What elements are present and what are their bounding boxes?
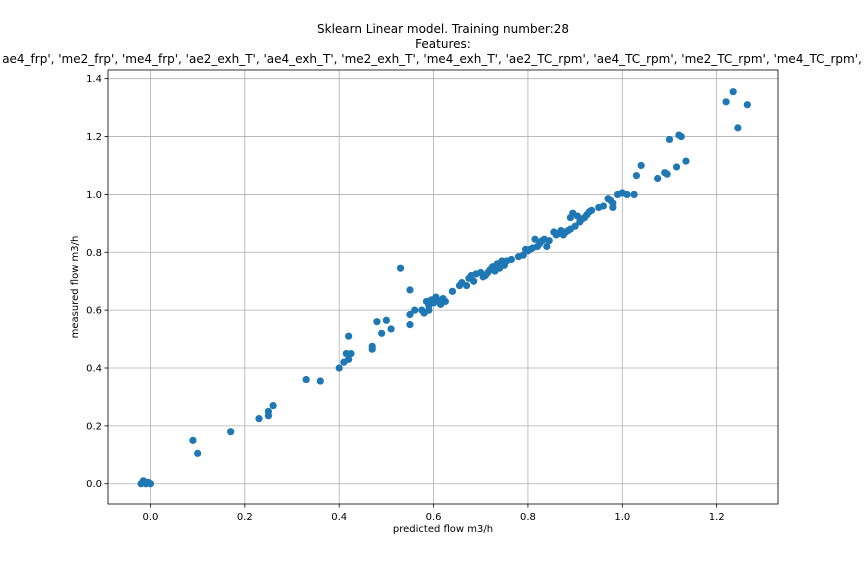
data-point — [630, 190, 638, 199]
data-point — [632, 172, 641, 180]
data-point — [545, 237, 553, 245]
x-axis-label: predicted flow m3/h — [393, 524, 493, 535]
data-point — [609, 203, 617, 212]
data-point — [406, 310, 414, 319]
y-tick-label: 0.4 — [86, 364, 102, 375]
data-point — [448, 287, 457, 295]
data-point — [743, 101, 751, 109]
plot-frame — [107, 69, 779, 505]
data-point — [396, 264, 405, 272]
data-point — [665, 135, 674, 144]
x-tick-label: 0.8 — [520, 512, 536, 523]
data-point — [406, 286, 414, 294]
data-point — [194, 449, 202, 457]
y-tick-label: 1.4 — [86, 74, 102, 85]
x-axis-ticks: 0.0 0.2 0.4 0.6 0.8 1.0 1.2 — [143, 504, 725, 523]
data-point — [470, 277, 478, 285]
data-point — [663, 170, 671, 178]
data-point — [378, 329, 386, 337]
y-tick-label: 1.0 — [86, 190, 102, 201]
data-point — [623, 190, 631, 199]
y-tick-label: 0.0 — [86, 479, 102, 490]
data-point — [599, 202, 608, 210]
data-point — [543, 242, 551, 251]
data-point — [462, 281, 471, 290]
data-point — [335, 364, 343, 372]
chart-title: Sklearn Linear model. Training number:28 — [317, 22, 569, 36]
data-points — [137, 88, 751, 488]
data-point — [637, 161, 645, 170]
data-point — [269, 402, 277, 410]
y-axis-ticks: 0.0 0.2 0.4 0.6 0.8 1.0 1.2 1.4 — [86, 74, 108, 490]
data-point — [588, 206, 596, 214]
data-point — [382, 316, 390, 324]
data-point — [227, 428, 235, 436]
data-point — [441, 297, 449, 306]
data-point — [531, 235, 539, 243]
data-point — [682, 157, 690, 165]
data-point — [141, 478, 149, 486]
data-point — [654, 174, 662, 183]
data-point — [571, 222, 579, 230]
chart-subtitle: Features: — [415, 37, 471, 51]
y-axis-label: measured flow m3/h — [70, 236, 81, 339]
data-point — [373, 318, 381, 326]
data-point — [347, 349, 355, 358]
y-tick-label: 0.2 — [86, 421, 102, 432]
data-point — [345, 355, 353, 363]
x-tick-label: 0.4 — [331, 512, 347, 523]
y-tick-label: 1.2 — [86, 132, 102, 143]
data-point — [387, 325, 395, 333]
data-point — [672, 163, 681, 171]
grid — [108, 70, 778, 504]
y-tick-label: 0.8 — [86, 248, 102, 259]
data-point — [722, 98, 730, 106]
x-tick-label: 0.0 — [143, 512, 159, 523]
data-point — [316, 377, 324, 385]
data-point — [677, 132, 685, 141]
data-point — [406, 321, 414, 329]
chart-features-line: ae4_frp', 'me2_frp', 'me4_frp', 'ae2_exh… — [2, 52, 862, 66]
data-point — [507, 255, 516, 264]
data-point — [264, 407, 273, 416]
data-point — [411, 306, 419, 314]
data-point — [734, 124, 742, 132]
x-tick-label: 1.0 — [614, 512, 630, 523]
data-point — [146, 480, 155, 488]
data-point — [345, 332, 353, 340]
data-point — [368, 342, 376, 350]
data-point — [302, 375, 310, 384]
data-point — [255, 415, 263, 423]
data-point — [189, 436, 197, 444]
y-tick-label: 0.6 — [86, 306, 102, 317]
x-tick-label: 0.2 — [237, 512, 253, 523]
x-tick-label: 0.6 — [426, 512, 442, 523]
x-tick-label: 1.2 — [709, 512, 725, 523]
data-point — [519, 251, 527, 259]
data-point — [729, 88, 737, 96]
